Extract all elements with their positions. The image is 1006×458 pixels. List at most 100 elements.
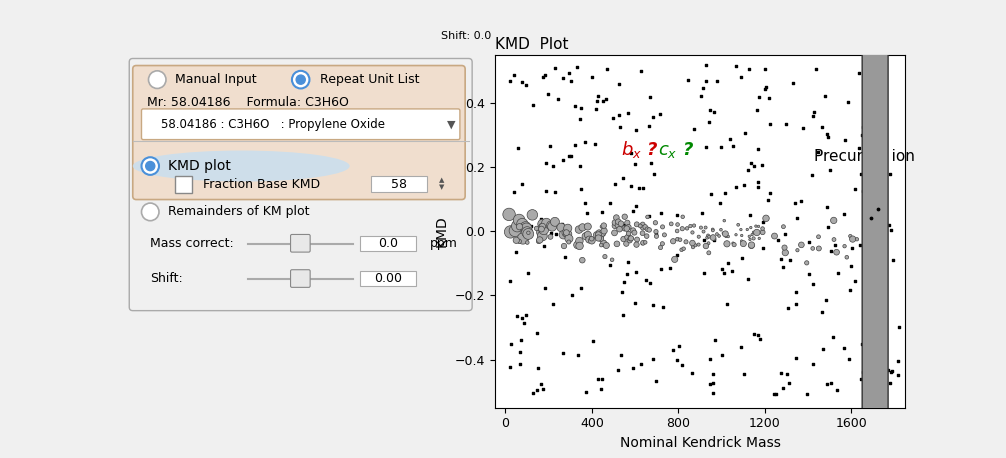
Point bbox=[574, 256, 591, 264]
Circle shape bbox=[142, 157, 159, 175]
Point bbox=[799, 391, 815, 398]
Point bbox=[629, 269, 645, 276]
Point bbox=[572, 185, 589, 193]
Point bbox=[629, 221, 645, 228]
Point bbox=[782, 257, 798, 264]
Point bbox=[814, 123, 830, 131]
Point bbox=[717, 230, 733, 238]
Point bbox=[611, 218, 627, 225]
Point bbox=[872, 366, 888, 374]
Point bbox=[544, 162, 560, 169]
Point bbox=[642, 93, 658, 100]
Point bbox=[646, 170, 662, 178]
Point bbox=[514, 314, 530, 322]
Point bbox=[850, 144, 866, 152]
Point bbox=[701, 355, 717, 363]
Point bbox=[786, 79, 802, 87]
Point bbox=[674, 246, 690, 253]
Point bbox=[514, 220, 530, 228]
Point bbox=[696, 270, 712, 277]
Point bbox=[686, 222, 702, 229]
Point bbox=[571, 226, 588, 233]
Point bbox=[518, 225, 534, 232]
Point bbox=[547, 218, 563, 225]
Point bbox=[875, 217, 891, 224]
Point bbox=[837, 243, 853, 250]
Point bbox=[713, 143, 729, 151]
Point bbox=[669, 211, 685, 218]
Point bbox=[705, 227, 721, 234]
Circle shape bbox=[142, 203, 159, 221]
Circle shape bbox=[862, 0, 888, 458]
Point bbox=[569, 241, 585, 249]
Point bbox=[534, 232, 550, 240]
Point bbox=[725, 240, 741, 247]
Point bbox=[623, 234, 639, 242]
Point bbox=[883, 227, 899, 234]
Point bbox=[563, 153, 579, 160]
Point bbox=[635, 239, 651, 246]
Point bbox=[777, 244, 793, 251]
Point bbox=[647, 219, 663, 226]
Point bbox=[720, 233, 736, 240]
Point bbox=[698, 242, 714, 250]
Point bbox=[837, 137, 853, 144]
Point bbox=[811, 233, 827, 240]
Point bbox=[506, 188, 522, 196]
Point bbox=[768, 390, 784, 398]
Point bbox=[624, 226, 640, 233]
Point bbox=[693, 224, 709, 231]
Point bbox=[502, 78, 518, 85]
Point bbox=[793, 198, 809, 205]
Point bbox=[705, 379, 721, 387]
Text: ▲: ▲ bbox=[439, 177, 445, 183]
Point bbox=[679, 225, 695, 232]
Point bbox=[538, 160, 554, 167]
Point bbox=[754, 218, 771, 226]
Point bbox=[566, 102, 582, 109]
Point bbox=[839, 254, 855, 261]
Point bbox=[663, 220, 679, 228]
Text: Repeat Unit List: Repeat Unit List bbox=[320, 73, 420, 86]
Point bbox=[856, 302, 872, 309]
Text: $b_x$ ?: $b_x$ ? bbox=[621, 139, 658, 160]
Point bbox=[884, 367, 900, 375]
Point bbox=[538, 187, 554, 195]
Point bbox=[705, 233, 721, 240]
Point bbox=[665, 347, 681, 354]
Point bbox=[749, 178, 766, 185]
Point bbox=[652, 110, 668, 118]
Point bbox=[870, 349, 886, 357]
Point bbox=[553, 224, 569, 231]
Point bbox=[709, 77, 725, 85]
Point bbox=[727, 62, 743, 69]
Point bbox=[751, 335, 768, 343]
Point bbox=[782, 379, 798, 387]
Point bbox=[845, 235, 861, 243]
Point bbox=[825, 334, 841, 341]
Point bbox=[883, 368, 899, 376]
Point bbox=[877, 192, 893, 200]
Point bbox=[514, 78, 530, 86]
Point bbox=[536, 226, 552, 234]
Point bbox=[773, 370, 789, 377]
Point bbox=[655, 303, 671, 311]
Point bbox=[607, 180, 623, 187]
Point bbox=[695, 236, 711, 244]
Point bbox=[810, 148, 826, 156]
Point bbox=[615, 311, 631, 318]
Point bbox=[568, 63, 584, 71]
Text: KMD  Plot: KMD Plot bbox=[495, 38, 568, 52]
Point bbox=[653, 244, 669, 251]
Point bbox=[533, 229, 549, 236]
Point bbox=[849, 235, 865, 243]
Point bbox=[823, 379, 839, 387]
Point bbox=[703, 191, 719, 198]
Point bbox=[637, 223, 653, 230]
Point bbox=[880, 366, 896, 373]
Point bbox=[535, 224, 551, 232]
Point bbox=[648, 230, 664, 237]
Point bbox=[669, 227, 685, 234]
Point bbox=[829, 249, 845, 256]
Point bbox=[583, 237, 600, 244]
